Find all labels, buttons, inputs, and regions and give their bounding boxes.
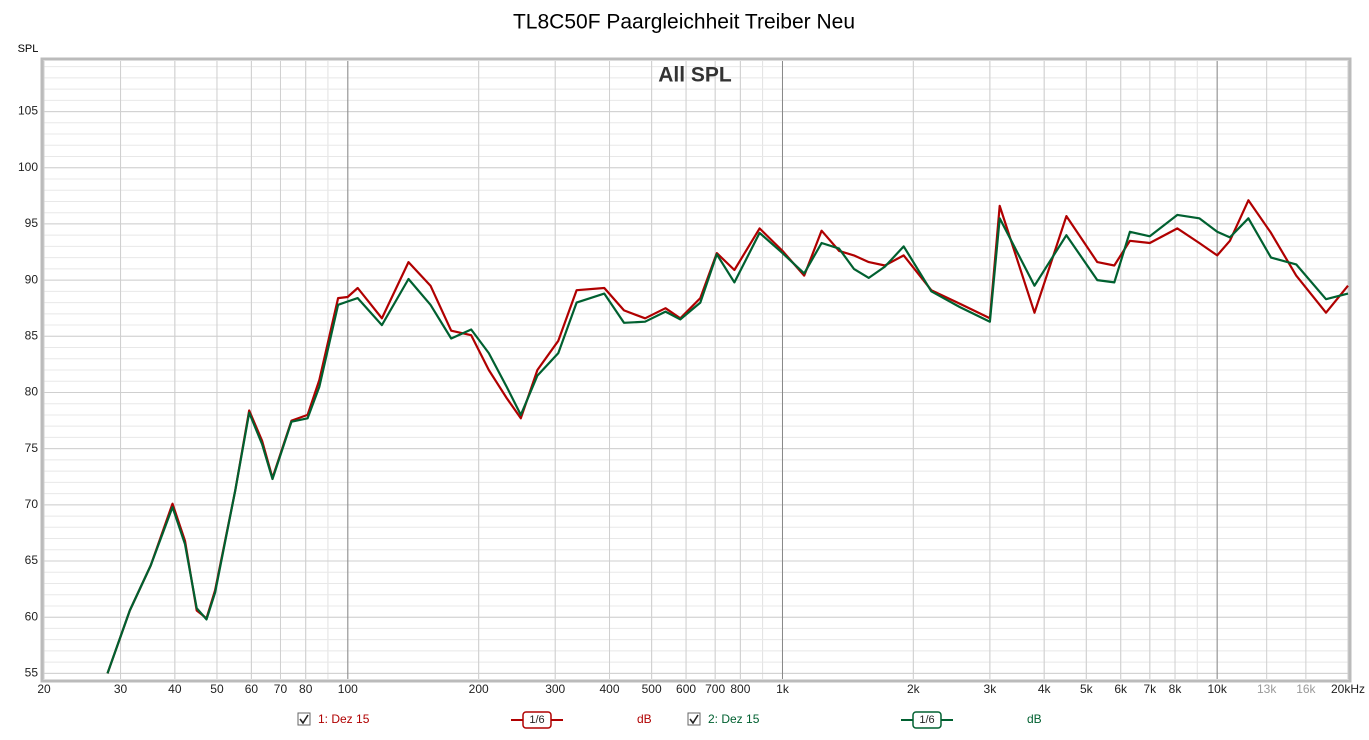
x-tick-label: 50 [210, 682, 224, 696]
plot-subtitle: All SPL [658, 64, 732, 87]
y-tick-label: 105 [18, 104, 38, 118]
x-tick-label: 800 [730, 682, 750, 696]
checkmark [689, 714, 699, 725]
x-tick-label: 70 [274, 682, 288, 696]
y-tick-label: 75 [25, 441, 39, 455]
series-line [106, 213, 1349, 674]
plot-frame [40, 57, 1352, 683]
checkmark [299, 714, 309, 725]
x-tick-label: 100 [338, 682, 358, 696]
x-tick-label: 30 [114, 682, 128, 696]
x-tick-label: 300 [545, 682, 565, 696]
y-axis-label: SPL [18, 43, 39, 55]
x-tick-label: 1k [776, 682, 790, 696]
y-tick-label: 55 [25, 666, 39, 680]
x-tick-label: 20 [37, 682, 51, 696]
x-tick-label: 3k [984, 682, 998, 696]
legend-unit: dB [1027, 712, 1042, 726]
x-tick-label: 500 [642, 682, 662, 696]
y-tick-label: 80 [25, 385, 39, 399]
y-tick-label: 65 [25, 553, 39, 567]
x-tick-label: 80 [299, 682, 313, 696]
x-tick-label: 40 [168, 682, 182, 696]
x-tick-label: 13k [1257, 682, 1277, 696]
y-tick-label: 60 [25, 609, 39, 623]
x-tick-label: 400 [599, 682, 619, 696]
legend-checkbox[interactable] [687, 712, 701, 726]
legend-label: 1: Dez 15 [318, 712, 370, 726]
x-tick-label: 600 [676, 682, 696, 696]
x-tick-label: 2k [907, 682, 921, 696]
legend-smoothing: 1/6 [529, 714, 544, 726]
legend-smoothing-box [912, 711, 942, 729]
legend-smoothing: 1/6 [919, 714, 934, 726]
legend-unit: dB [637, 712, 652, 726]
y-tick-label: 85 [25, 328, 39, 342]
x-tick-label: 7k [1143, 682, 1157, 696]
x-tick-label: 8k [1169, 682, 1183, 696]
x-tick-label: 6k [1114, 682, 1128, 696]
x-tick-label: 16k [1296, 682, 1316, 696]
x-tick-label: 20kHz [1331, 682, 1365, 696]
chart-title: TL8C50F Paargleichheit Treiber Neu [513, 11, 855, 34]
x-tick-label: 10k [1207, 682, 1227, 696]
x-tick-label: 4k [1038, 682, 1052, 696]
x-tick-label: 700 [705, 682, 725, 696]
y-tick-label: 95 [25, 216, 39, 230]
x-tick-label: 200 [469, 682, 489, 696]
y-tick-label: 90 [25, 272, 39, 286]
y-tick-label: 100 [18, 160, 38, 174]
x-tick-label: 5k [1080, 682, 1094, 696]
legend-smoothing-box [522, 711, 552, 729]
y-tick-label: 70 [25, 497, 39, 511]
x-tick-label: 60 [245, 682, 259, 696]
legend-checkbox[interactable] [297, 712, 311, 726]
legend-label: 2: Dez 15 [708, 712, 760, 726]
